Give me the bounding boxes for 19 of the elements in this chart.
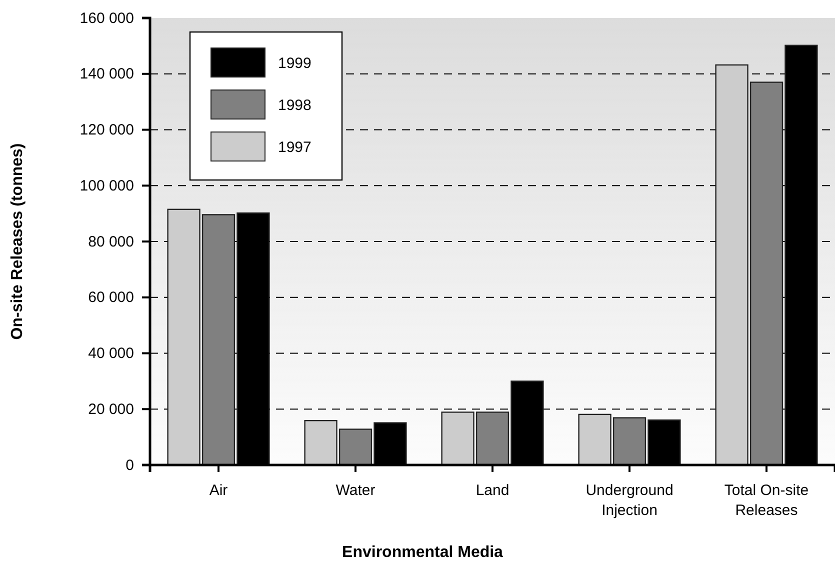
y-tick-label: 60 000 [88, 289, 134, 306]
y-tick-label: 140 000 [80, 66, 134, 83]
legend-label: 1999 [278, 55, 312, 72]
x-tick-label: Underground Injection [586, 482, 674, 519]
x-tick-label: Water [336, 482, 376, 499]
legend-label: 1997 [278, 139, 312, 156]
y-axis-title: On-site Releases (tonnes) [9, 143, 26, 340]
y-tick-label: 20 000 [88, 400, 134, 418]
legend-label: 1998 [278, 97, 312, 114]
y-tick-label: 40 000 [88, 345, 134, 362]
y-tick-label: 0 [126, 456, 134, 474]
x-tick-label: Air [209, 482, 228, 499]
x-tick-label: Land [476, 482, 510, 499]
x-tick-label: Total On-site Releases [724, 482, 809, 519]
y-tick-label: 120 000 [80, 122, 134, 139]
y-tick-label: 100 000 [80, 177, 134, 194]
x-axis-title: Environmental Media [342, 544, 504, 561]
y-tick-label: 80 000 [88, 233, 134, 250]
y-tick-label: 160 000 [80, 10, 134, 27]
